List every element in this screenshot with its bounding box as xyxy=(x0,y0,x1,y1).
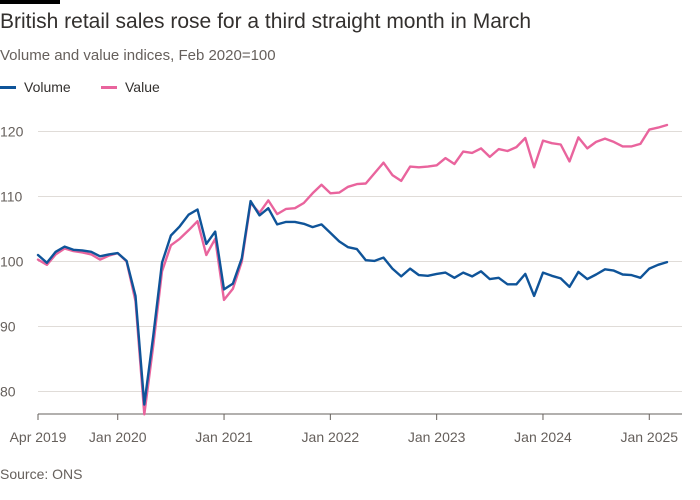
y-tick-label: 90 xyxy=(0,319,16,335)
x-tick-label: Jan 2024 xyxy=(514,429,572,445)
x-tick-label: Apr 2019 xyxy=(10,429,67,445)
y-tick-label: 100 xyxy=(0,254,24,270)
y-tick-label: 110 xyxy=(0,189,23,205)
y-tick-label: 120 xyxy=(0,124,24,140)
legend-item-volume: Volume xyxy=(0,79,71,95)
legend-label-volume: Volume xyxy=(24,79,71,95)
x-tick-label: Jan 2023 xyxy=(408,429,466,445)
chart-subtitle: Volume and value indices, Feb 2020=100 xyxy=(0,47,276,64)
legend-swatch-value xyxy=(101,85,117,89)
y-tick-label: 80 xyxy=(0,384,16,400)
source-note: Source: ONS xyxy=(0,466,83,482)
series-line-value xyxy=(36,123,669,416)
legend-label-value: Value xyxy=(125,79,160,95)
brand-bar xyxy=(0,0,60,4)
legend-swatch-volume xyxy=(0,85,16,89)
series-line-volume xyxy=(36,199,669,406)
x-tick-label: Jan 2022 xyxy=(302,429,360,445)
x-tick-label: Jan 2021 xyxy=(195,429,253,445)
x-tick-label: Jan 2020 xyxy=(89,429,147,445)
x-tick-label: Jan 2025 xyxy=(620,429,678,445)
legend-item-value: Value xyxy=(101,79,160,95)
chart-title: British retail sales rose for a third st… xyxy=(0,10,532,33)
